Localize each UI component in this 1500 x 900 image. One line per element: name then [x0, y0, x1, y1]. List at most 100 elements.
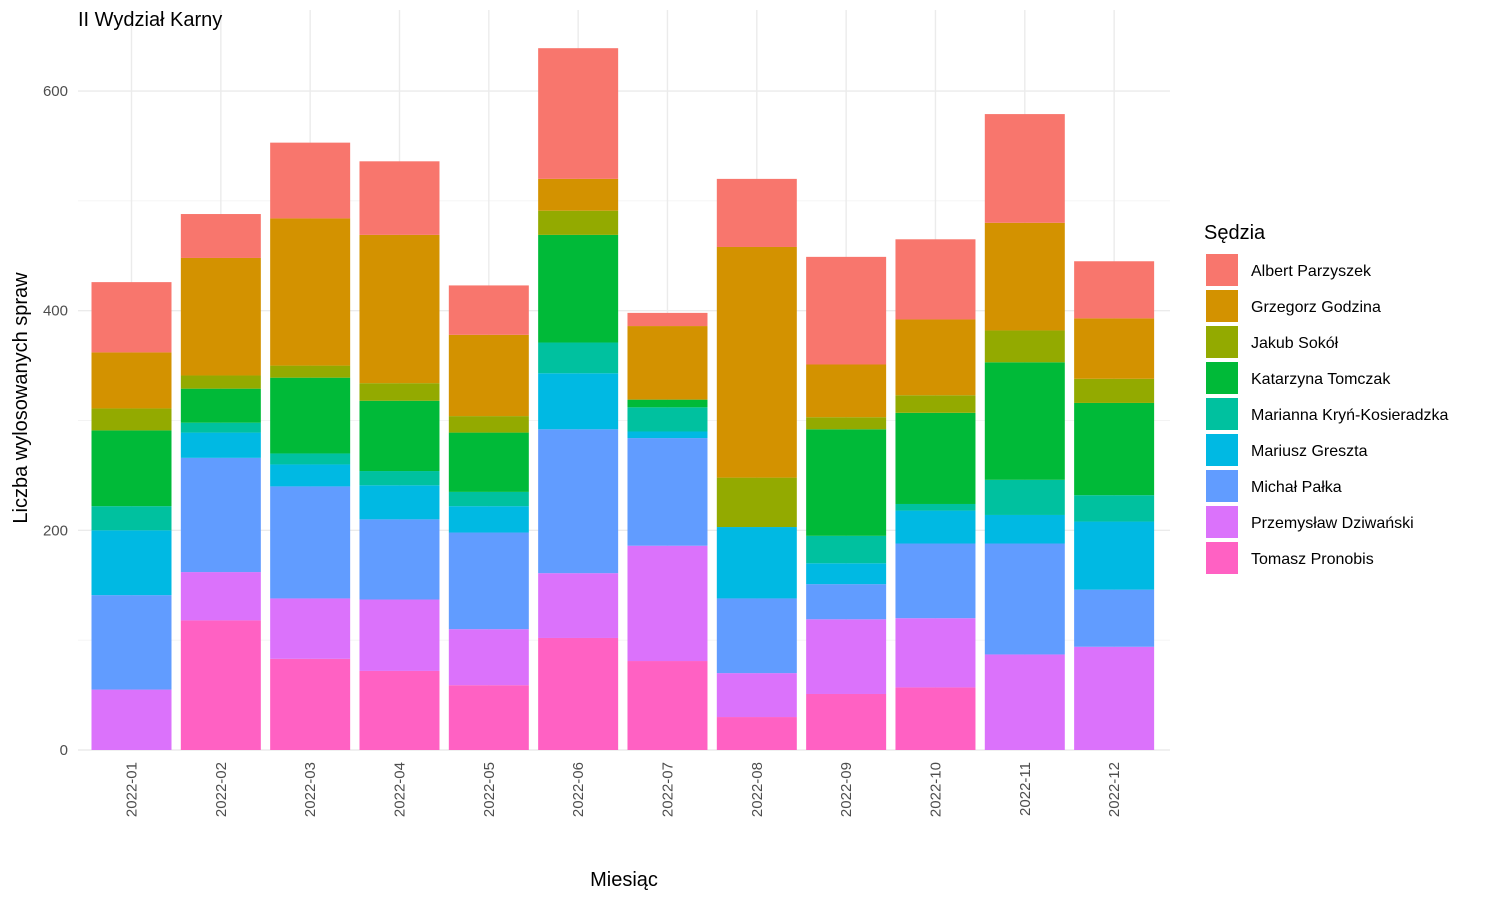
bar-segment — [984, 654, 1065, 750]
bar-segment — [270, 598, 351, 659]
x-axis-ticks: 2022-01 2022-02 2022-03 2022-04 2022-05 2022-… — [124, 762, 1124, 817]
x-tick-label: 2022-09 — [838, 762, 855, 817]
legend-swatch — [1206, 398, 1238, 430]
bar-segment — [448, 491, 529, 507]
y-axis-ticks: 0 200 400 600 — [43, 83, 68, 759]
bar-segment — [806, 417, 887, 430]
bar-segment — [180, 620, 261, 750]
bar-segment — [627, 407, 708, 432]
bar-segment — [448, 285, 529, 335]
legend-label: Przemysław Dziwański — [1251, 515, 1414, 532]
bar-segment — [538, 48, 619, 179]
bar-segment — [895, 687, 976, 750]
bar-segment — [180, 257, 261, 376]
bar-segment — [538, 429, 619, 574]
bar-segment — [180, 214, 261, 258]
bar-segment — [1074, 261, 1155, 319]
legend-label: Marianna Kryń-Kosieradzka — [1251, 407, 1449, 424]
legend-title: Sędzia — [1204, 222, 1266, 244]
bar-segment — [448, 334, 529, 417]
legend-swatch — [1206, 506, 1238, 538]
bar-segment — [270, 658, 351, 750]
y-tick-label: 200 — [43, 522, 68, 539]
bar-segment — [627, 399, 708, 408]
y-tick-label: 0 — [60, 742, 68, 759]
bar-segment — [180, 432, 261, 458]
bar-segment — [984, 362, 1065, 480]
bar-segment — [270, 218, 351, 366]
bar-segment — [806, 364, 887, 418]
bar-segment — [806, 584, 887, 620]
bar-segment — [1074, 318, 1155, 379]
legend-swatch — [1206, 434, 1238, 466]
bar-segment — [538, 178, 619, 211]
bar-segment — [1074, 589, 1155, 647]
bar-segment — [91, 352, 172, 409]
bar-segment — [91, 595, 172, 690]
bar-segment — [91, 282, 172, 353]
y-tick-label: 600 — [43, 83, 68, 100]
bar-segment — [1074, 378, 1155, 403]
bar-segment — [448, 629, 529, 686]
bar-segment — [91, 689, 172, 750]
bar-segment — [806, 429, 887, 536]
bar-segment — [359, 599, 440, 671]
bar-segment — [270, 365, 351, 378]
bar-segment — [180, 375, 261, 389]
bar-segment — [448, 506, 529, 533]
legend: Sędzia Albert Parzyszek Grzegorz Godzina J… — [1204, 222, 1449, 574]
legend-label: Jakub Sokół — [1251, 335, 1339, 352]
bar-segment — [627, 312, 708, 327]
x-tick-label: 2022-02 — [213, 762, 230, 817]
x-tick-label: 2022-08 — [749, 762, 766, 817]
bar-segment — [448, 532, 529, 630]
bar-segment — [716, 527, 797, 599]
bar-segment — [538, 573, 619, 638]
bar-segment — [91, 530, 172, 596]
bar-segment — [359, 485, 440, 520]
legend-swatch — [1206, 470, 1238, 502]
bar-segment — [270, 486, 351, 599]
bar-segment — [806, 535, 887, 564]
legend-label: Albert Parzyszek — [1251, 263, 1372, 280]
bar-segment — [270, 453, 351, 465]
bar-segment — [895, 395, 976, 413]
bar-segment — [538, 234, 619, 343]
bar-segment — [627, 661, 708, 750]
legend-label: Mariusz Greszta — [1251, 443, 1368, 460]
bar-segment — [627, 545, 708, 662]
x-tick-label: 2022-03 — [302, 762, 319, 817]
legend-items: Albert Parzyszek Grzegorz Godzina Jakub So… — [1206, 254, 1449, 574]
bar-segment — [716, 673, 797, 718]
bar-segment — [180, 388, 261, 423]
bar-segment — [1074, 402, 1155, 496]
bar-segment — [984, 222, 1065, 331]
x-tick-label: 2022-04 — [391, 762, 408, 817]
bars — [91, 48, 1155, 750]
bar-segment — [627, 326, 708, 400]
bar-segment — [1074, 521, 1155, 590]
bar-segment — [270, 464, 351, 487]
bar-segment — [448, 685, 529, 750]
legend-swatch — [1206, 326, 1238, 358]
bar-segment — [895, 412, 976, 504]
bar-segment — [91, 430, 172, 507]
legend-label: Michał Pałka — [1251, 479, 1342, 496]
bar-segment — [91, 408, 172, 431]
bar-segment — [895, 618, 976, 688]
bar-segment — [180, 457, 261, 573]
bar-segment — [1074, 646, 1155, 750]
x-axis-title: Miesiąc — [590, 869, 658, 891]
bar-segment — [359, 383, 440, 401]
bar-segment — [984, 114, 1065, 223]
x-tick-label: 2022-06 — [570, 762, 587, 817]
bar-segment — [448, 432, 529, 492]
bar-segment — [180, 422, 261, 433]
y-axis-title: Liczba wylosowanych spraw — [10, 272, 32, 524]
bar-segment — [627, 438, 708, 546]
bar-segment — [984, 479, 1065, 515]
bar-segment — [716, 477, 797, 528]
bar-segment — [538, 210, 619, 235]
bar-segment — [270, 377, 351, 454]
